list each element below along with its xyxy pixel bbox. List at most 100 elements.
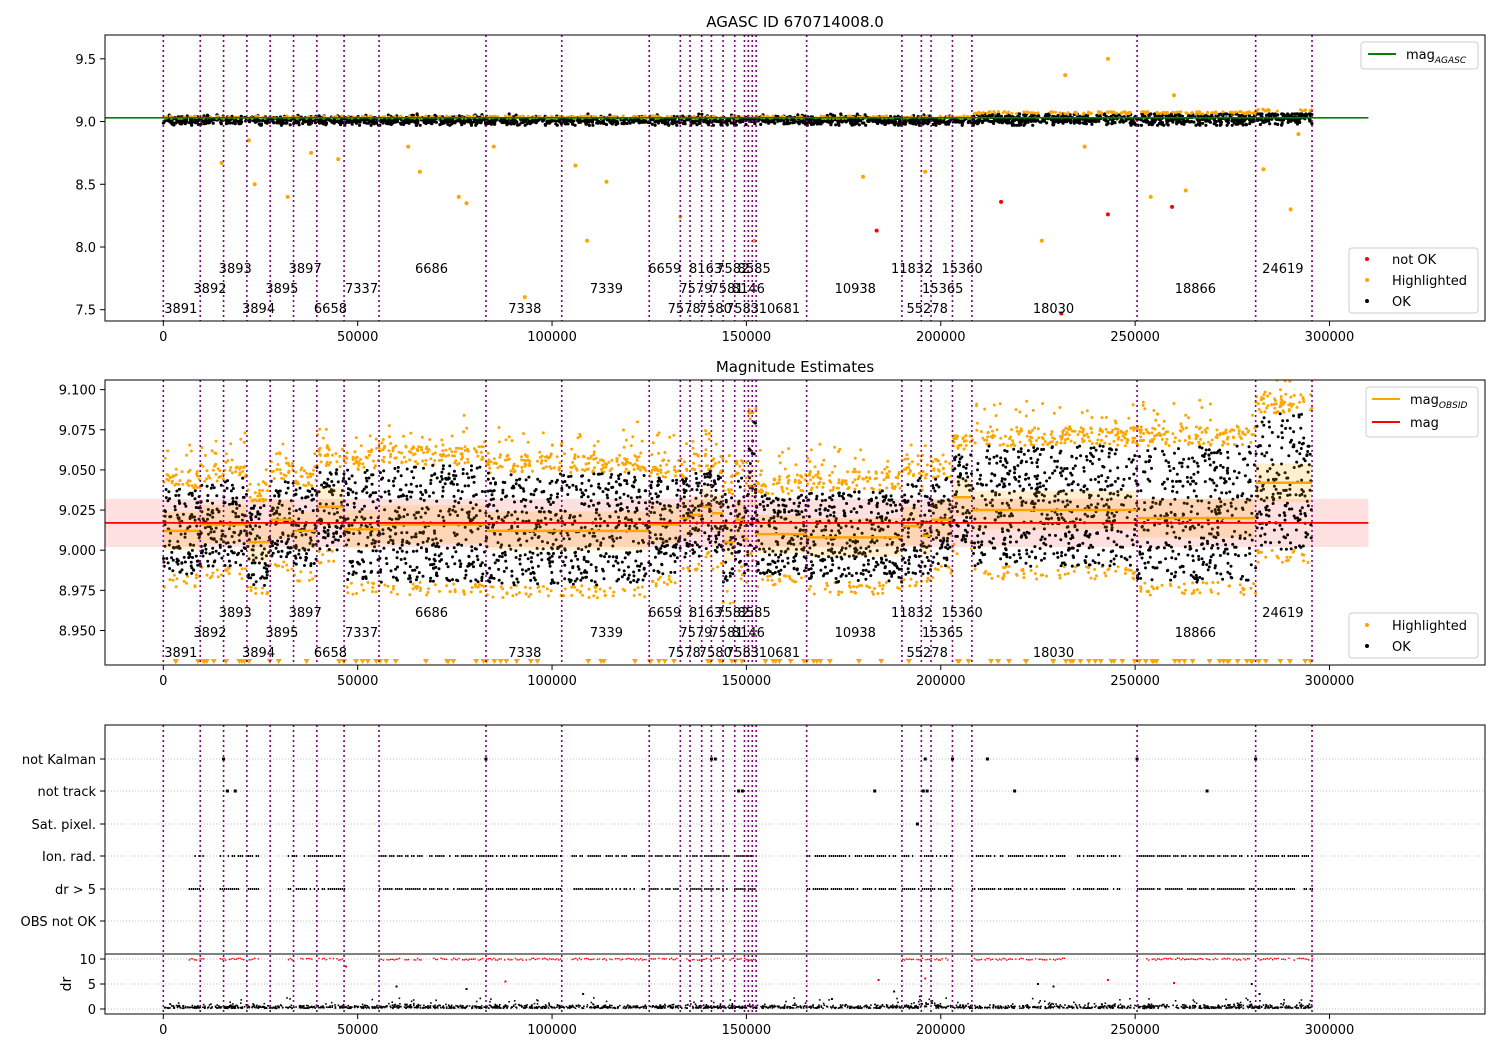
ok-point xyxy=(191,556,194,559)
ok-point xyxy=(193,518,197,522)
ok-point xyxy=(472,516,476,520)
ok-point xyxy=(310,493,314,497)
highlighted-point xyxy=(264,498,268,502)
highlighted-point xyxy=(190,484,194,488)
highlighted-point xyxy=(1206,111,1209,115)
legend-marker xyxy=(1365,278,1369,282)
ok-point xyxy=(441,494,444,498)
highlighted-point xyxy=(318,452,322,456)
ok-point xyxy=(422,120,426,124)
ok-point xyxy=(1190,120,1194,124)
ok-point xyxy=(387,489,391,493)
ok-point xyxy=(839,112,843,116)
highlighted-point xyxy=(512,462,516,466)
ok-point xyxy=(829,112,833,116)
ok-point xyxy=(180,519,184,523)
ok-point xyxy=(405,497,409,501)
highlighted-point xyxy=(307,482,311,486)
obsid-label: 18866 xyxy=(1175,282,1216,297)
ok-point xyxy=(1204,123,1208,127)
ok-point xyxy=(501,488,505,492)
highlighted-point xyxy=(456,194,461,199)
ok-point xyxy=(430,119,434,124)
ok-point xyxy=(446,578,450,582)
ok-point xyxy=(169,531,173,535)
highlighted-point xyxy=(276,463,280,466)
ok-point xyxy=(513,500,516,504)
ok-point xyxy=(350,523,354,527)
ok-point xyxy=(322,529,326,533)
obsid-label: 3893 xyxy=(219,262,252,277)
ok-point xyxy=(511,486,515,490)
ok-point xyxy=(431,543,434,547)
ok-point xyxy=(985,118,989,122)
ok-point xyxy=(452,120,456,124)
ok-point xyxy=(522,489,526,493)
highlighted-point xyxy=(464,201,469,206)
ok-point xyxy=(1241,123,1245,127)
ok-point xyxy=(1304,114,1308,118)
ok-point xyxy=(294,492,298,496)
highlighted-point xyxy=(280,476,284,480)
highlighted-point xyxy=(374,590,378,594)
ok-point xyxy=(1022,123,1026,127)
ok-point xyxy=(173,508,177,512)
ok-point xyxy=(401,493,405,497)
highlighted-point xyxy=(281,565,285,569)
obsid-label: 18030 xyxy=(1033,302,1074,317)
highlighted-point xyxy=(281,442,285,446)
highlighted-point xyxy=(195,470,199,473)
highlighted-point xyxy=(177,482,181,486)
ok-point xyxy=(340,500,343,504)
ok-point xyxy=(204,547,208,551)
highlighted-point xyxy=(211,468,215,472)
ok-point xyxy=(415,565,419,569)
ok-point xyxy=(293,554,297,558)
y-tick-label: 9.5 xyxy=(75,53,96,68)
ok-point xyxy=(1113,121,1117,125)
highlighted-point xyxy=(189,449,193,453)
highlighted-point xyxy=(229,466,233,469)
ok-point xyxy=(476,580,480,584)
ok-point xyxy=(1219,112,1223,116)
obsid-label: 7581 xyxy=(710,282,743,297)
ok-point xyxy=(695,123,699,127)
ok-point xyxy=(354,118,358,122)
ok-point xyxy=(169,515,173,519)
obsid-label: 7337 xyxy=(345,282,378,297)
ok-point xyxy=(1214,119,1218,124)
ok-point xyxy=(196,122,200,126)
x-tick-label: 150000 xyxy=(722,330,772,345)
ok-point xyxy=(1090,119,1094,123)
highlighted-point xyxy=(541,431,545,435)
highlighted-point xyxy=(1174,111,1178,114)
highlighted-point xyxy=(429,457,433,461)
highlighted-point xyxy=(520,470,524,474)
highlighted-point xyxy=(544,459,548,463)
highlighted-point xyxy=(1140,110,1144,114)
ok-point xyxy=(286,537,290,541)
ok-point xyxy=(178,524,182,528)
highlighted-point xyxy=(388,435,391,439)
highlighted-point xyxy=(497,426,501,429)
highlighted-point xyxy=(248,495,252,499)
ok-point xyxy=(297,524,301,528)
highlighted-point xyxy=(524,592,528,596)
ok-point xyxy=(371,500,375,504)
ok-point xyxy=(514,482,518,486)
highlighted-point xyxy=(321,553,325,557)
highlighted-point xyxy=(498,464,502,468)
highlighted-point xyxy=(507,457,511,461)
highlighted-point xyxy=(1266,107,1270,111)
highlighted-point xyxy=(1074,111,1078,115)
highlighted-point xyxy=(282,560,286,564)
highlighted-point xyxy=(517,591,521,595)
ok-point xyxy=(393,467,397,470)
highlighted-point xyxy=(846,114,850,118)
ok-point xyxy=(369,123,373,127)
ok-point xyxy=(1131,119,1135,123)
ok-point xyxy=(866,119,870,123)
highlighted-point xyxy=(1081,112,1085,116)
ok-point xyxy=(342,472,346,476)
highlighted-point xyxy=(332,559,336,563)
